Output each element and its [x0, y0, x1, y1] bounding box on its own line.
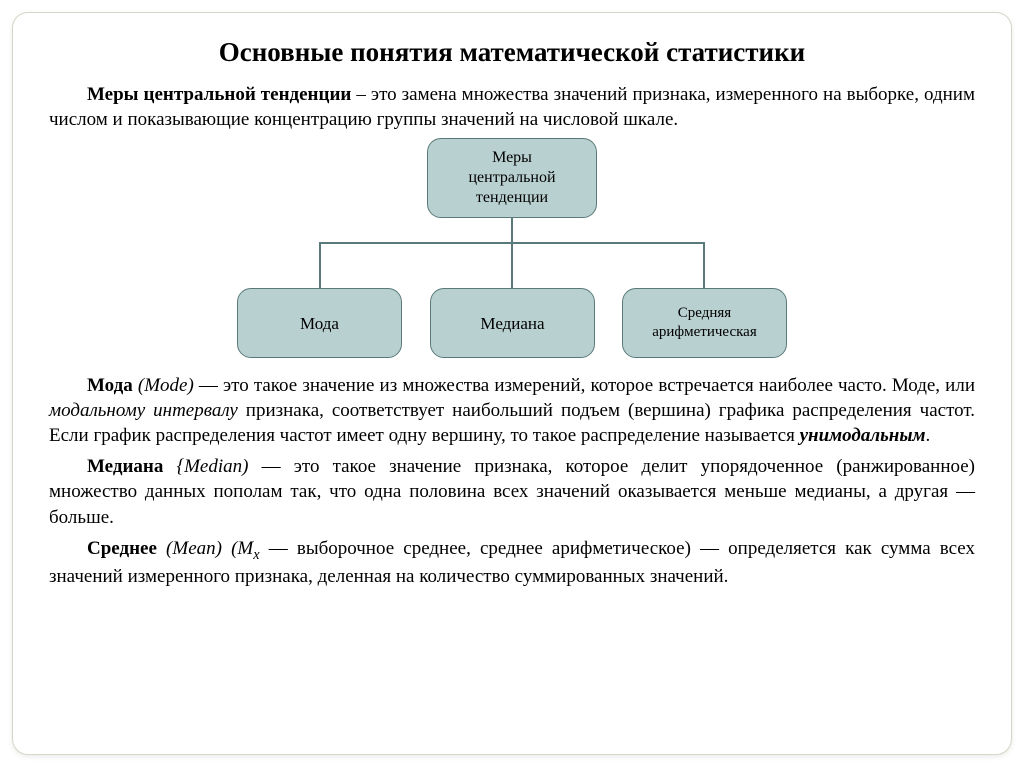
mode-term3: унимодальным — [800, 425, 926, 446]
root-line2: центральной — [468, 169, 555, 186]
intro-lead: Меры центральной тенденции — [87, 84, 351, 105]
mean-term: Среднее — [87, 538, 157, 559]
node-child-mediana: Медиана — [430, 288, 595, 358]
connector-child3 — [703, 242, 705, 288]
mode-seg1: — это такое значение из множества измере… — [199, 375, 975, 396]
mode-paragraph: Мода (Mode) — это такое значение из множ… — [49, 373, 975, 448]
median-term-en: {Median) — [163, 456, 261, 477]
connector-child1 — [319, 242, 321, 288]
child3-line2: арифметическая — [652, 324, 757, 340]
median-term: Медиана — [87, 456, 163, 477]
hierarchy-diagram: Меры центральной тенденции Мода Медиана … — [192, 138, 832, 363]
root-line1: Меры — [492, 149, 532, 166]
intro-paragraph: Меры центральной тенденции – это замена … — [49, 82, 975, 132]
slide-frame: Основные понятия математической статисти… — [12, 12, 1012, 755]
connector-child2 — [511, 242, 513, 288]
child3-line1: Средняя — [678, 305, 731, 321]
mean-term-en-pre: (Mean) (М — [157, 538, 253, 559]
mode-term2: модальному интервалу — [49, 400, 238, 421]
node-child-moda: Мода — [237, 288, 402, 358]
node-root: Меры центральной тенденции — [427, 138, 597, 218]
mode-seg3: . — [926, 425, 931, 446]
slide-title: Основные понятия математической статисти… — [49, 37, 975, 68]
mode-term-en: (Mode) — [133, 375, 199, 396]
connector-root-down — [511, 218, 513, 242]
median-paragraph: Медиана {Median) — это такое значение пр… — [49, 454, 975, 529]
mode-term: Мода — [87, 375, 133, 396]
mean-paragraph: Среднее (Mean) (Мх — выборочное среднее,… — [49, 536, 975, 590]
node-child-mean: Средняя арифметическая — [622, 288, 787, 358]
root-line3: тенденции — [476, 189, 548, 206]
